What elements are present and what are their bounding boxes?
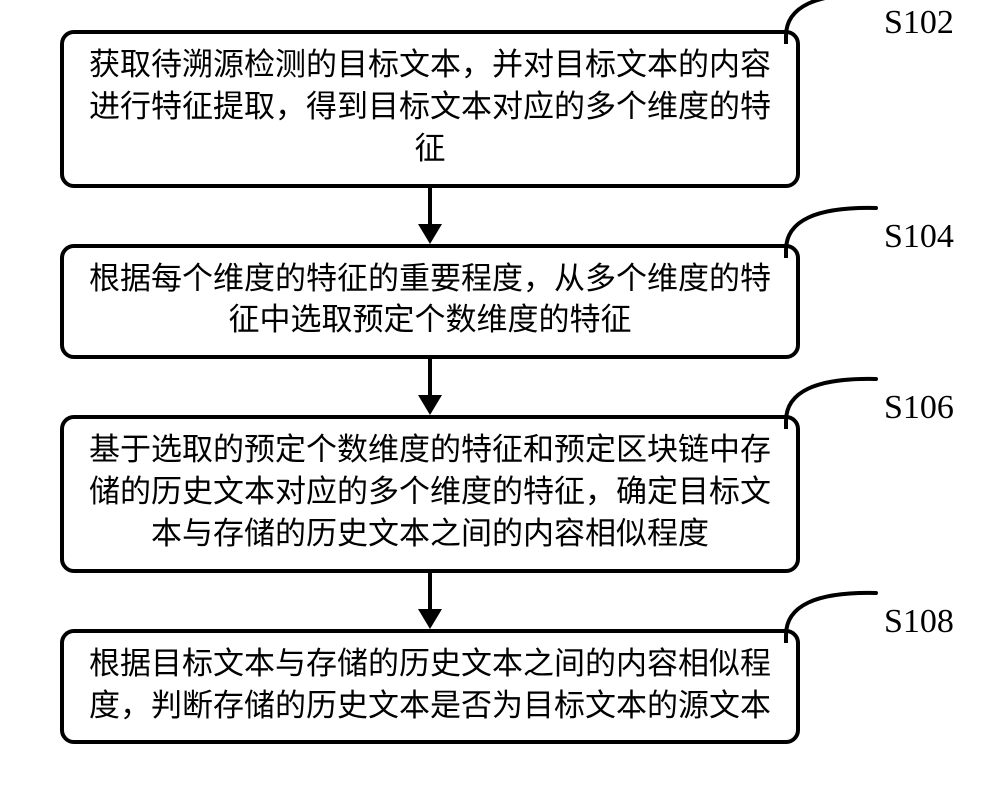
step-label-text: S108 [882,603,954,643]
step-label-s106: S106 [782,373,954,429]
step-label-s108: S108 [782,587,954,643]
step-text: 根据目标文本与存储的历史文本之间的内容相似程度，判断存储的历史文本是否为目标文本… [82,643,778,727]
flow-step-s104: 根据每个维度的特征的重要程度，从多个维度的特征中选取预定个数维度的特征 [60,244,800,360]
flowchart-container: 获取待溯源检测的目标文本，并对目标文本的内容进行特征提取，得到目标文本对应的多个… [60,30,800,744]
step-label-text: S106 [882,389,954,429]
flow-step-s102: 获取待溯源检测的目标文本，并对目标文本的内容进行特征提取，得到目标文本对应的多个… [60,30,800,188]
step-text: 基于选取的预定个数维度的特征和预定区块链中存储的历史文本对应的多个维度的特征，确… [82,429,778,555]
connector-curve [782,0,882,44]
flow-arrow [60,359,800,415]
flow-step-s108: 根据目标文本与存储的历史文本之间的内容相似程度，判断存储的历史文本是否为目标文本… [60,629,800,745]
step-label-text: S104 [882,218,954,258]
step-text: 根据每个维度的特征的重要程度，从多个维度的特征中选取预定个数维度的特征 [82,258,778,342]
connector-curve [782,373,882,429]
step-text: 获取待溯源检测的目标文本，并对目标文本的内容进行特征提取，得到目标文本对应的多个… [82,44,778,170]
flow-step-s106: 基于选取的预定个数维度的特征和预定区块链中存储的历史文本对应的多个维度的特征，确… [60,415,800,573]
connector-curve [782,587,882,643]
step-label-text: S102 [882,4,954,44]
flow-arrow [60,188,800,244]
connector-curve [782,202,882,258]
flow-arrow [60,573,800,629]
step-label-s104: S104 [782,202,954,258]
step-label-s102: S102 [782,0,954,44]
